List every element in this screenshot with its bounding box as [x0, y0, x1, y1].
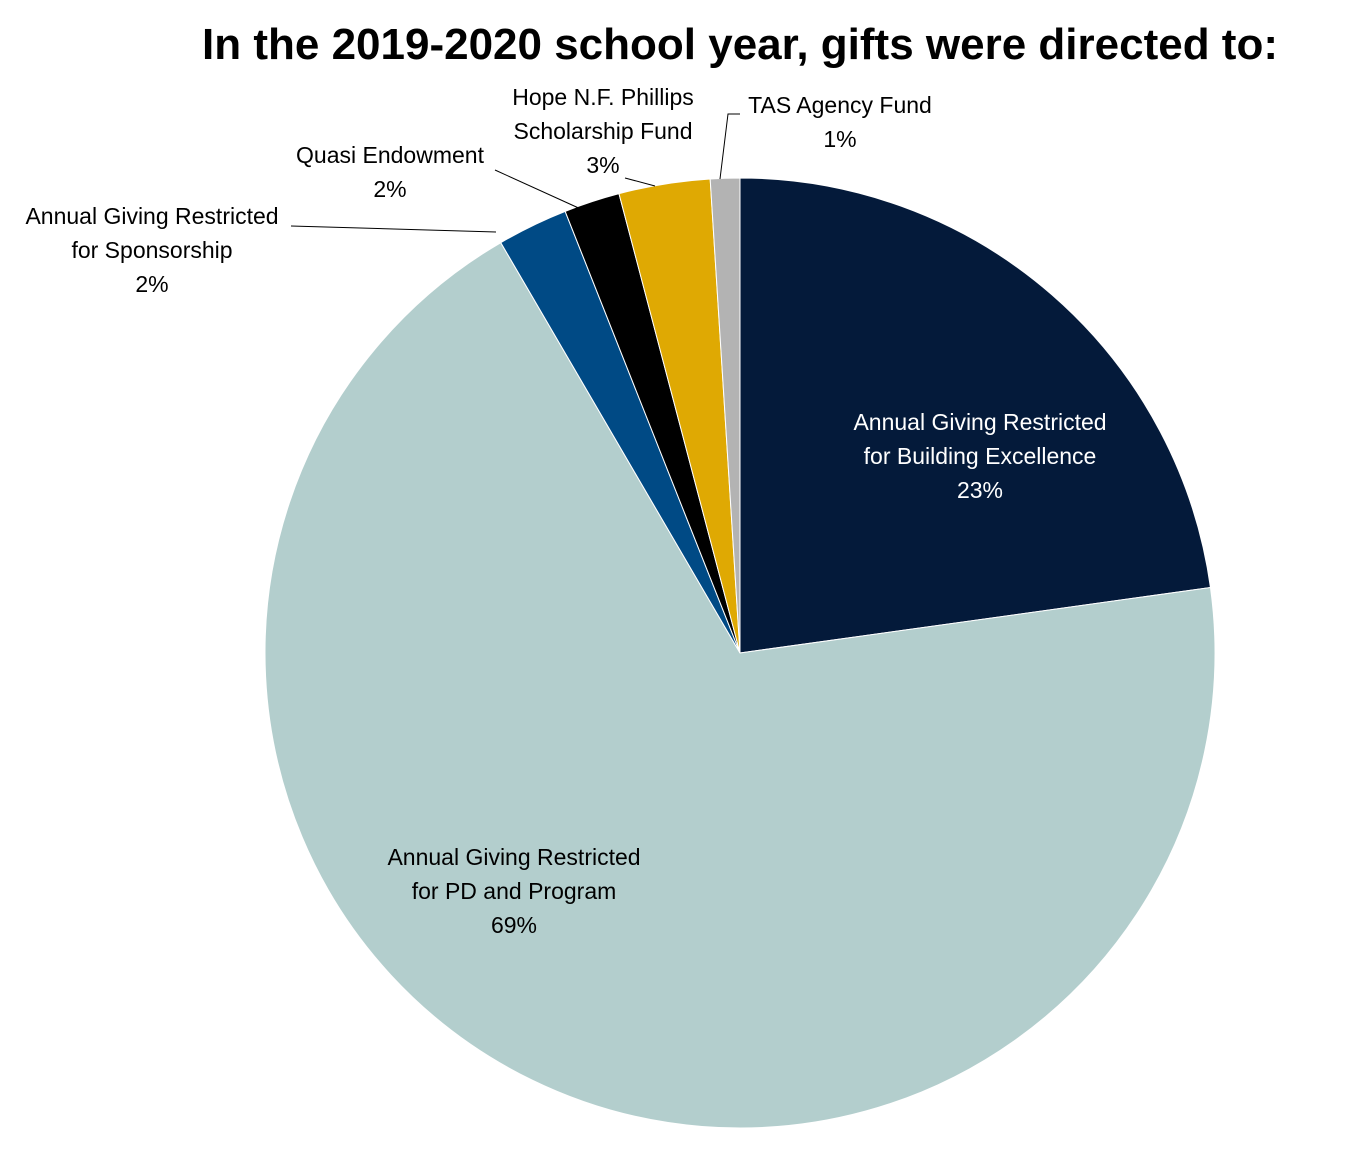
slice-label-line-phillips-scholarship: Scholarship Fund — [514, 118, 693, 144]
slice-percent-tas-agency-fund: 1% — [823, 126, 856, 152]
slice-label-tas-agency-fund: TAS Agency Fund 1% — [748, 92, 932, 152]
leader-line-phillips-scholarship — [624, 177, 656, 187]
slice-labels: Annual Giving Restricted for Building Exc… — [25, 84, 1106, 938]
leader-line-quasi-endowment — [494, 169, 584, 211]
slice-label-quasi-endowment: Quasi Endowment 2% — [296, 142, 485, 202]
slice-label-line-quasi-endowment: Quasi Endowment — [296, 142, 485, 168]
slice-label-building-excellence: Annual Giving Restricted for Building Exc… — [853, 409, 1106, 503]
slice-percent-pd-and-program: 69% — [491, 912, 537, 938]
slice-label-sponsorship: Annual Giving Restricted for Sponsorship 2… — [25, 203, 278, 297]
slice-label-line-sponsorship: Annual Giving Restricted — [25, 203, 278, 229]
slice-label-line-sponsorship: for Sponsorship — [71, 237, 232, 263]
pie-slice-building-excellence — [739, 177, 1212, 654]
slice-percent-sponsorship: 2% — [135, 271, 168, 297]
slice-label-line-pd-and-program: Annual Giving Restricted — [387, 844, 640, 870]
pie-slices — [264, 177, 1216, 1129]
leader-line-tas-agency-fund — [719, 113, 740, 180]
slice-percent-quasi-endowment: 2% — [373, 176, 406, 202]
slice-percent-building-excellence: 23% — [957, 477, 1003, 503]
slice-label-line-building-excellence: for Building Excellence — [864, 443, 1097, 469]
slice-label-pd-and-program: Annual Giving Restricted for PD and Progr… — [387, 844, 640, 938]
slice-label-phillips-scholarship: Hope N.F. Phillips Scholarship Fund 3% — [512, 84, 694, 178]
leader-lines — [290, 113, 740, 233]
slice-label-line-pd-and-program: for PD and Program — [412, 878, 617, 904]
leader-line-sponsorship — [290, 225, 497, 233]
slice-label-line-phillips-scholarship: Hope N.F. Phillips — [512, 84, 694, 110]
pie-slice-pd-and-program — [264, 241, 1216, 1129]
slice-label-line-building-excellence: Annual Giving Restricted — [853, 409, 1106, 435]
slice-label-line-tas-agency-fund: TAS Agency Fund — [748, 92, 932, 118]
pie-slice-tas-agency-fund — [709, 177, 741, 654]
chart-title: In the 2019-2020 school year, gifts were… — [202, 20, 1278, 69]
slice-percent-phillips-scholarship: 3% — [586, 152, 619, 178]
